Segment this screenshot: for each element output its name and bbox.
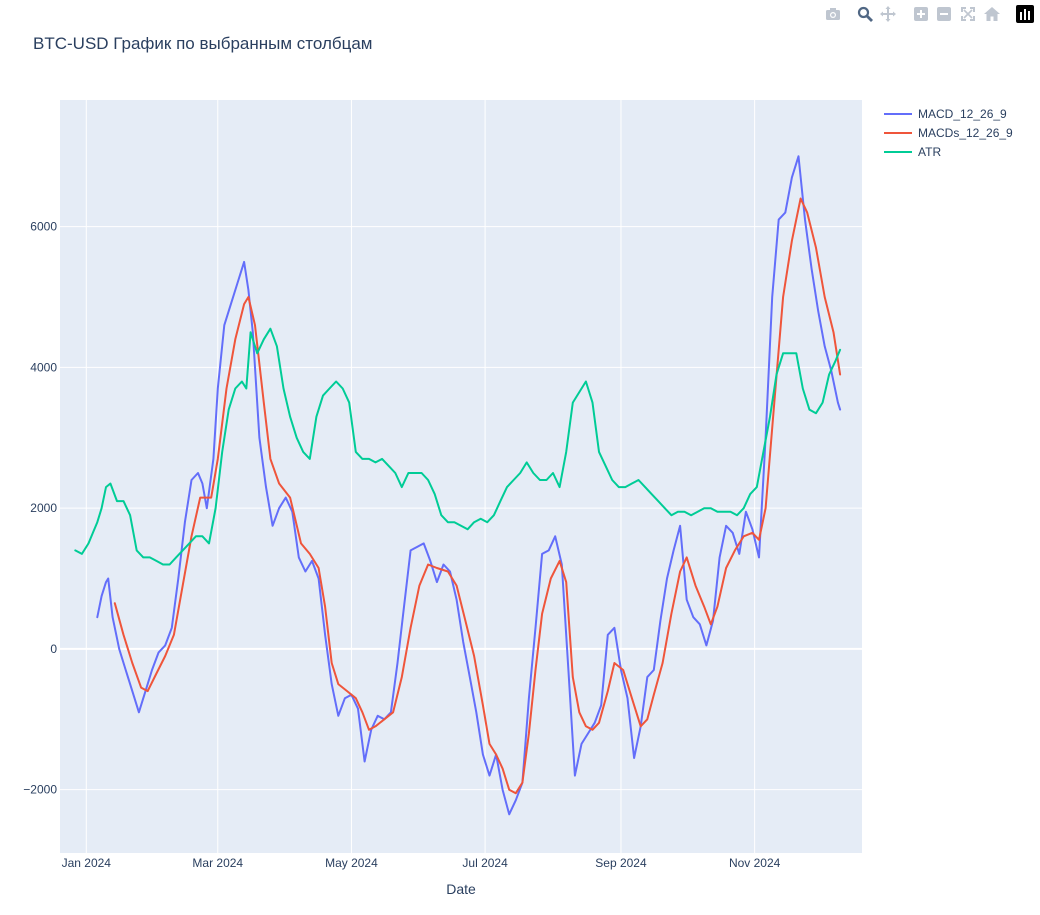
zoom-out-icon[interactable] <box>935 5 953 23</box>
y-tick-label: 0 <box>50 642 57 656</box>
pan-icon[interactable] <box>879 5 897 23</box>
chart-title: BTC-USD График по выбранным столбцам <box>33 34 373 53</box>
series-line-atr[interactable] <box>74 327 842 566</box>
y-tick-label: −2000 <box>23 783 57 797</box>
autoscale-icon[interactable] <box>959 5 977 23</box>
y-tick-label: 4000 <box>30 360 57 374</box>
series-lines <box>74 155 842 816</box>
plotly-logo-icon[interactable] <box>1016 5 1034 23</box>
y-axis-ticks: −2000 0 2000 4000 6000 <box>23 220 57 797</box>
plot-background <box>60 100 862 853</box>
camera-icon[interactable] <box>824 5 842 23</box>
legend-item[interactable]: MACDs_12_26_9 <box>884 126 1013 140</box>
x-tick-label: May 2024 <box>325 856 378 870</box>
modebar <box>822 3 1034 23</box>
legend: MACD_12_26_9 MACDs_12_26_9 ATR <box>884 107 1013 159</box>
x-tick-label: Jul 2024 <box>462 856 508 870</box>
legend-item[interactable]: ATR <box>884 145 941 159</box>
zoom-in-icon[interactable] <box>912 5 930 23</box>
legend-item[interactable]: MACD_12_26_9 <box>884 107 1007 121</box>
y-tick-label: 2000 <box>30 501 57 515</box>
x-tick-label: Nov 2024 <box>729 856 781 870</box>
series-line-macds-12-26-9[interactable] <box>113 197 842 795</box>
x-tick-label: Jan 2024 <box>62 856 112 870</box>
x-axis-ticks: Jan 2024 Mar 2024 May 2024 Jul 2024 Sep 2024… <box>62 856 781 870</box>
legend-label: MACD_12_26_9 <box>918 107 1007 121</box>
zoom-icon[interactable] <box>856 5 874 23</box>
legend-label: ATR <box>918 145 941 159</box>
series-line-macd-12-26-9[interactable] <box>96 155 842 816</box>
gridlines <box>60 100 862 853</box>
x-axis-title: Date <box>446 881 476 897</box>
home-icon[interactable] <box>983 5 1001 23</box>
x-tick-label: Mar 2024 <box>192 856 243 870</box>
y-tick-label: 6000 <box>30 220 57 234</box>
legend-label: MACDs_12_26_9 <box>918 126 1013 140</box>
x-tick-label: Sep 2024 <box>595 856 647 870</box>
